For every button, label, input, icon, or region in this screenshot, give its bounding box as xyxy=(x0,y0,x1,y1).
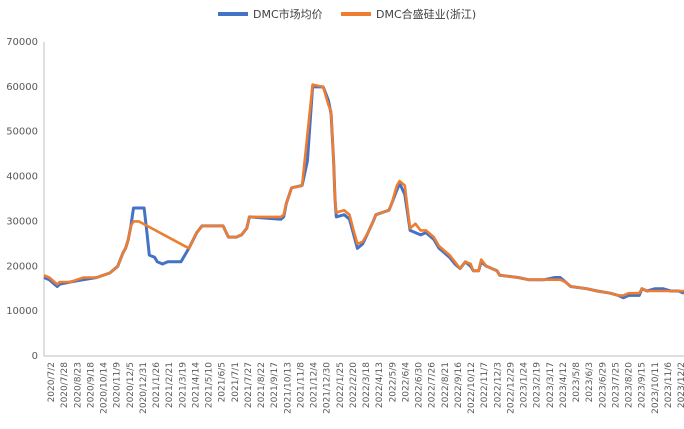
x-tick-label: 2021/10/13 xyxy=(283,362,293,414)
x-tick-label: 2021/7/1 xyxy=(231,362,241,402)
y-tick-label: 0 xyxy=(32,351,38,362)
x-tick-label: 2020/9/18 xyxy=(86,362,96,408)
x-tick-label: 2022/8/21 xyxy=(441,362,451,408)
x-tick-label: 2021/3/19 xyxy=(178,362,188,408)
x-tick-label: 2020/12/31 xyxy=(139,362,149,414)
x-tick-label: 2021/12/30 xyxy=(323,362,333,414)
x-tick-label: 2022/11/7 xyxy=(480,362,490,408)
x-tick-label: 2021/5/10 xyxy=(205,362,215,408)
legend-label-dmc-market-avg: DMC市场均价 xyxy=(253,7,323,21)
x-tick-label: 2022/12/3 xyxy=(493,362,503,408)
legend: DMC市场均价 DMC合盛硅业(浙江) xyxy=(218,7,476,21)
x-tick-label: 2023/6/29 xyxy=(598,362,608,408)
x-tick-label: 2022/7/26 xyxy=(428,362,438,408)
y-tick-label: 10000 xyxy=(6,306,38,317)
x-tick-label: 2023/1/24 xyxy=(520,362,530,408)
x-tick-label: 2022/10/12 xyxy=(467,362,477,414)
x-tick-label: 2023/5/8 xyxy=(572,362,582,403)
x-tick-label: 2023/11/6 xyxy=(664,362,674,408)
x-tick-label: 2021/7/27 xyxy=(244,362,254,408)
x-tick-label: 2020/7/28 xyxy=(60,362,70,408)
x-tick-label: 2020/12/5 xyxy=(126,362,136,408)
x-tick-label: 2021/11/8 xyxy=(296,362,306,408)
x-tick-label: 2022/6/30 xyxy=(415,362,425,408)
series-layer xyxy=(43,83,684,300)
x-tick-label: 2021/4/14 xyxy=(191,362,201,408)
x-tick-label: 2022/2/20 xyxy=(349,362,359,408)
legend-label-dmc-hoshine: DMC合盛硅业(浙江) xyxy=(376,7,476,21)
y-tick-label: 40000 xyxy=(6,172,38,183)
x-tick-label: 2023/7/25 xyxy=(611,362,621,408)
x-tick-label: 2023/4/12 xyxy=(559,362,569,408)
x-tick-label: 2023/2/19 xyxy=(533,362,543,408)
x-tick-label: 2023/6/3 xyxy=(585,362,595,402)
y-tick-label: 20000 xyxy=(6,261,38,272)
x-tick-label: 2023/9/15 xyxy=(638,362,648,408)
y-axis-ticks: 0 10000 20000 30000 40000 50000 60000 70000 xyxy=(6,37,38,362)
x-tick-label: 2022/12/29 xyxy=(506,362,516,414)
x-tick-label: 2021/2/21 xyxy=(165,362,175,408)
x-tick-label: 2021/8/22 xyxy=(257,362,267,408)
x-tick-label: 2021/1/26 xyxy=(152,362,162,408)
x-tick-label: 2022/6/4 xyxy=(401,362,411,403)
x-tick-label: 2021/6/5 xyxy=(218,362,228,402)
y-tick-label: 60000 xyxy=(6,82,38,93)
x-tick-label: 2022/5/9 xyxy=(388,362,398,403)
x-tick-label: 2020/8/23 xyxy=(73,362,83,408)
x-tick-label: 2021/9/17 xyxy=(270,362,280,408)
y-tick-label: 70000 xyxy=(6,37,38,48)
x-tick-label: 2020/11/9 xyxy=(113,362,123,408)
y-tick-label: 30000 xyxy=(6,216,38,227)
x-tick-label: 2023/12/2 xyxy=(677,362,684,408)
series-line-dmc-market-avg xyxy=(43,85,684,300)
series-line-dmc-hoshine xyxy=(43,83,684,297)
x-tick-label: 2023/8/20 xyxy=(625,362,635,408)
x-tick-label: 2021/12/4 xyxy=(310,362,320,408)
x-tick-label: 2023/3/17 xyxy=(546,362,556,408)
x-tick-label: 2023/10/11 xyxy=(651,362,661,414)
x-axis-ticks: 2020/7/2 2020/7/28 2020/8/23 2020/9/18 2020/… xyxy=(47,362,684,414)
x-tick-label: 2022/9/16 xyxy=(454,362,464,408)
x-tick-label: 2020/7/2 xyxy=(47,362,57,402)
x-tick-label: 2020/10/14 xyxy=(100,362,110,414)
x-tick-label: 2022/1/25 xyxy=(336,362,346,408)
x-tick-label: 2022/3/18 xyxy=(362,362,372,408)
x-tick-label: 2022/4/13 xyxy=(375,362,385,408)
y-tick-label: 50000 xyxy=(6,127,38,138)
